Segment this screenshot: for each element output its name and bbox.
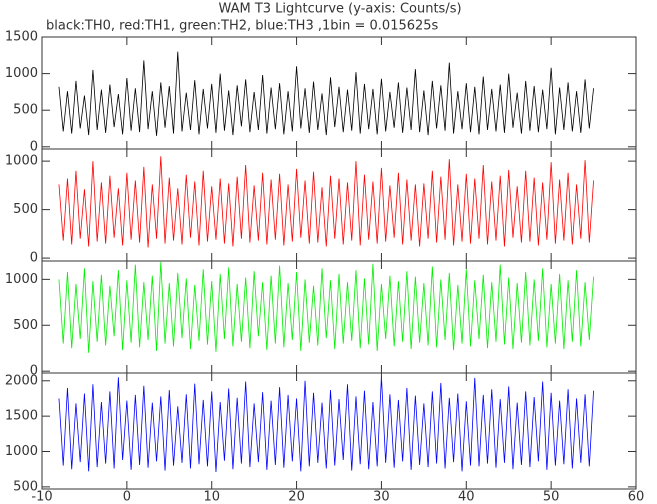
y-tick-label: 0 [30, 251, 38, 266]
y-tick-label: 1000 [5, 272, 38, 287]
light-curve [58, 51, 594, 136]
y-tick-label: 500 [13, 479, 38, 494]
light-curve [58, 156, 594, 248]
y-tick-label: 500 [13, 318, 38, 333]
x-tick-label: 0 [123, 490, 131, 504]
x-tick-label: 40 [458, 490, 475, 504]
y-tick-label: 1000 [5, 444, 38, 459]
chart-title: WAM T3 Lightcurve (y-axis: Counts/s) [218, 2, 461, 17]
y-tick-label: 1000 [5, 66, 38, 81]
x-tick-label: 20 [288, 490, 305, 504]
y-tick-label: 1500 [5, 30, 38, 45]
light-curve [58, 261, 594, 353]
y-tick-label: 1500 [5, 409, 38, 424]
light-curve [58, 376, 594, 473]
y-tick-label: 500 [13, 103, 38, 118]
panel-frame [41, 372, 637, 490]
x-tick-label: 60 [628, 490, 645, 504]
y-tick-label: 1000 [5, 154, 38, 169]
y-tick-label: 0 [30, 139, 38, 154]
x-tick-label: -10 [31, 490, 52, 504]
x-tick-label: 10 [203, 490, 220, 504]
x-tick-label: 50 [543, 490, 560, 504]
x-tick-label: 30 [373, 490, 390, 504]
y-tick-label: 0 [30, 364, 38, 379]
chart-subtitle: black:TH0, red:TH1, green:TH2, blue:TH3 … [46, 19, 439, 34]
y-tick-label: 500 [13, 202, 38, 217]
y-tick-label: 2000 [5, 373, 38, 388]
